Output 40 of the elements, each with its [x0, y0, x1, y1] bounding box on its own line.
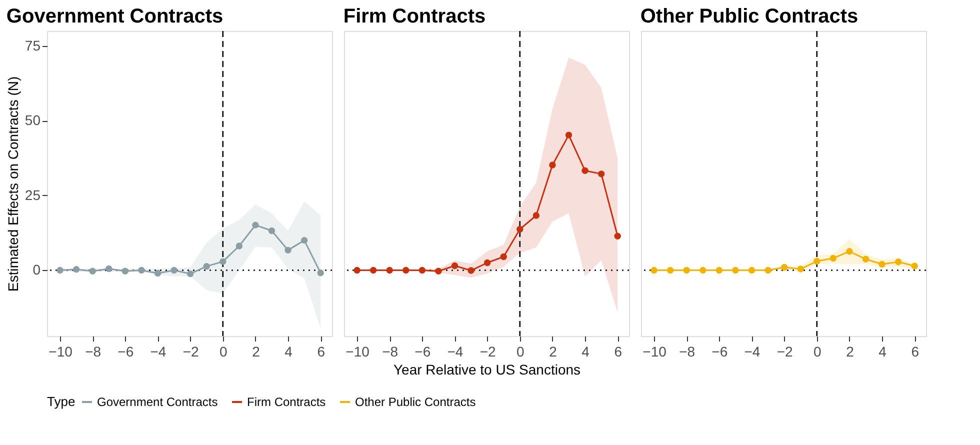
x-tick-label: −4 [150, 344, 166, 360]
x-axis-title: Year Relative to US Sanctions [393, 362, 581, 378]
x-tick-label: −8 [382, 344, 398, 360]
x-tick-label: −10 [346, 344, 370, 360]
x-tick-label: 0 [813, 344, 822, 360]
x-tick-label: 2 [549, 344, 558, 360]
legend-label: Firm Contracts [247, 395, 326, 409]
chart-title: Firm Contracts [343, 5, 486, 28]
x-tick-label: −2 [182, 344, 200, 360]
y-tick-label: 25 [24, 186, 41, 203]
x-tick-label: −10 [642, 344, 667, 360]
x-tick-label: 4 [878, 344, 887, 360]
x-tick-label: −2 [480, 344, 496, 360]
x-tick-label: 0 [219, 344, 228, 360]
legend-label: Government Contracts [97, 395, 218, 409]
x-tick-label: −6 [414, 344, 431, 360]
x-tick-label: −8 [85, 344, 102, 360]
x-tick-label: 2 [846, 344, 854, 360]
x-tick-label: 6 [614, 344, 622, 360]
x-tick-label: 0 [516, 344, 524, 360]
x-tick-label: −10 [48, 344, 73, 360]
x-tick-label: 6 [317, 344, 326, 360]
x-tick-label: 4 [582, 344, 590, 360]
x-tick-label: −4 [447, 344, 464, 360]
x-tick-label: −8 [679, 344, 696, 360]
chart-title: Other Public Contracts [640, 5, 858, 28]
y-axis-title: Estimated Effects on Contracts (N) [4, 76, 21, 292]
x-tick-label: −6 [712, 344, 728, 360]
x-tick-label: 4 [284, 344, 293, 360]
legend-label: Other Public Contracts [355, 395, 476, 409]
x-tick-label: −2 [776, 344, 794, 360]
y-tick-label: 0 [32, 262, 41, 278]
y-tick-label: 50 [24, 112, 41, 128]
x-tick-label: 6 [911, 344, 920, 360]
chart-title: Government Contracts [6, 5, 224, 28]
x-tick-label: 2 [252, 344, 260, 360]
x-tick-label: −4 [744, 344, 760, 360]
x-tick-label: −6 [118, 344, 134, 360]
legend-title: Type [47, 394, 76, 409]
y-tick-label: 75 [24, 37, 41, 54]
